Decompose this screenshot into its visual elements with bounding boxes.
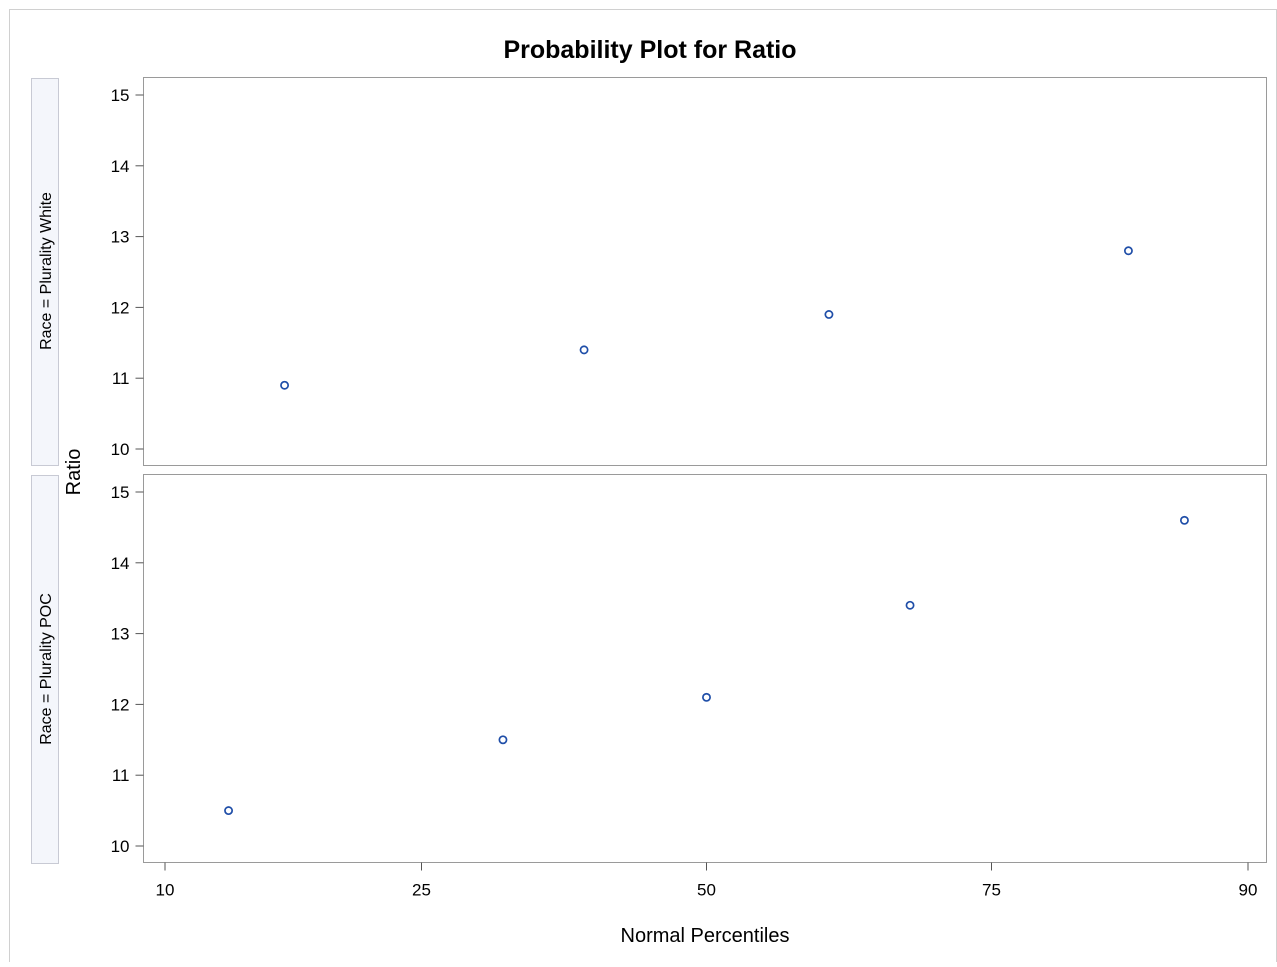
x-tick-label: 75 <box>982 881 1001 900</box>
x-tick-label: 90 <box>1239 881 1258 900</box>
y-axis-label: Ratio <box>63 449 85 496</box>
y-tick-label: 11 <box>112 369 130 388</box>
y-tick-label: 14 <box>111 157 130 176</box>
y-tick-label: 15 <box>111 86 130 105</box>
x-tick-label: 10 <box>156 881 175 900</box>
y-tick-label: 11 <box>112 766 130 785</box>
y-tick-label: 10 <box>111 837 130 856</box>
y-tick-label: 13 <box>111 625 130 644</box>
x-axis-label: Normal Percentiles <box>621 925 790 947</box>
x-tick-label: 25 <box>412 881 431 900</box>
panel-label-white: Race = Plurality White <box>38 192 55 350</box>
y-tick-label: 14 <box>111 554 130 573</box>
x-tick-label: 50 <box>697 881 716 900</box>
y-tick-label: 12 <box>111 298 130 317</box>
y-tick-label: 10 <box>111 440 130 459</box>
panel-label-poc: Race = Plurality POC <box>38 593 55 745</box>
y-tick-label: 12 <box>111 695 130 714</box>
panel-plot-white <box>144 78 1267 466</box>
y-tick-label: 15 <box>111 483 130 502</box>
chart-title: Probability Plot for Ratio <box>503 36 796 64</box>
y-tick-label: 13 <box>111 228 130 247</box>
panel-plot-poc <box>144 475 1267 863</box>
